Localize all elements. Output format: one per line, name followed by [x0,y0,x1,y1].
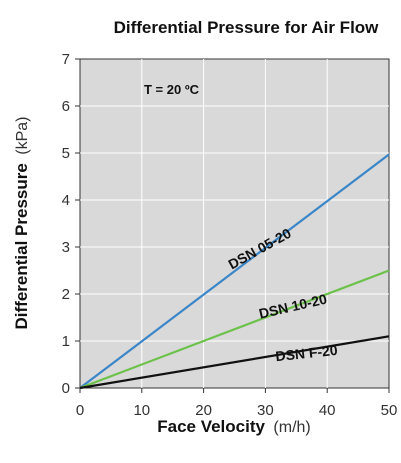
series-line-dsn-05-20 [79,153,390,389]
x-tick-label: 50 [381,402,398,419]
x-tick-label: 10 [133,402,150,419]
y-axis-unit: (kPa) [14,117,31,155]
y-axis-title-text: Differential Pressure [12,163,31,329]
y-axis-title: Differential Pressure (kPa) [12,117,31,330]
x-axis-title-text: Face Velocity [157,417,265,436]
y-tick-label: 2 [62,286,70,303]
x-axis-unit: (m/h) [273,419,310,436]
series-line-dsn-10-20 [79,269,390,390]
y-tick-label: 4 [62,192,70,209]
series-lines [79,153,390,390]
axis-ticks: 0 10 20 30 40 50 0 1 2 3 4 5 6 7 [62,51,398,419]
plot-area [79,58,390,389]
x-tick-label: 0 [76,402,84,419]
chart-title: Differential Pressure for Air Flow [114,18,380,37]
y-tick-label: 6 [62,98,70,115]
y-tick-label: 7 [62,51,70,68]
x-tick-label: 40 [319,402,336,419]
y-tick-label: 1 [62,333,70,350]
temperature-annotation: T = 20 ºC [144,82,200,97]
y-tick-label: 0 [62,380,70,397]
series-line-dsn-f-20 [79,335,390,390]
grid [80,59,389,388]
y-tick-label: 3 [62,239,70,256]
x-tick-label: 20 [195,402,212,419]
series-label-dsn-f-20: DSN F-20 [275,342,339,364]
x-axis-title: Face Velocity (m/h) [157,417,311,436]
y-tick-label: 5 [62,145,70,162]
x-tick-label: 30 [257,402,274,419]
